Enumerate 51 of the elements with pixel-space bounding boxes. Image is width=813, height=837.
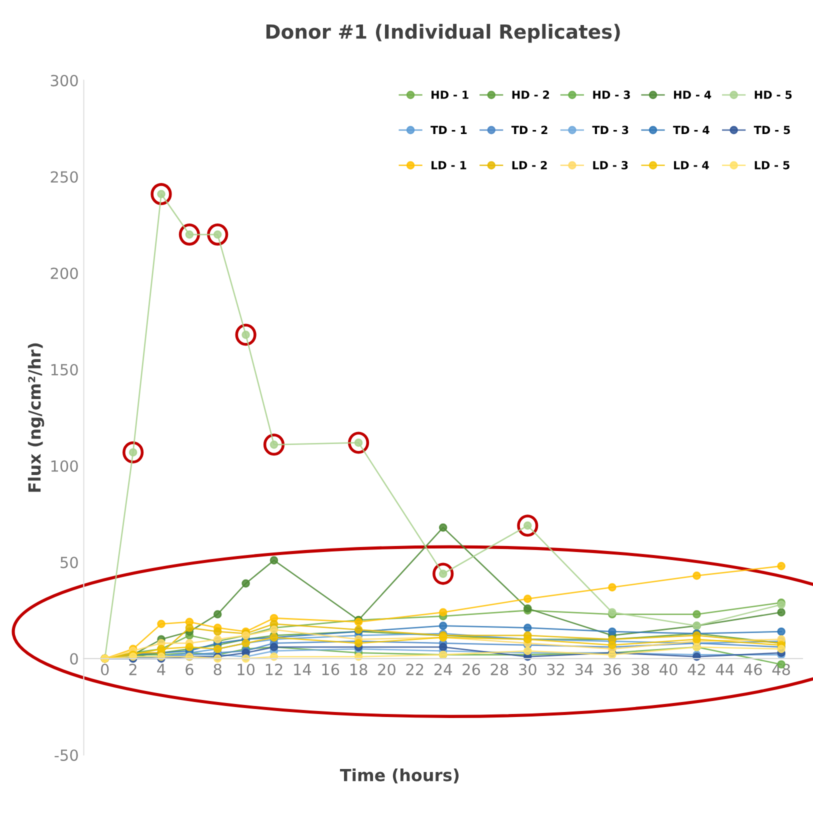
legend-label: HD - 4 bbox=[674, 90, 712, 99]
x-tick-label: 26 bbox=[462, 664, 480, 676]
x-tick-label: 38 bbox=[632, 664, 650, 676]
x-tick-label: 36 bbox=[604, 664, 621, 676]
legend-label: TD - 5 bbox=[754, 126, 790, 134]
x-tick-label: 2 bbox=[129, 664, 136, 676]
x-tick-label: 4 bbox=[157, 664, 166, 676]
x-tick-label: 48 bbox=[772, 664, 790, 676]
legend-label: HD - 2 bbox=[512, 90, 549, 99]
legend-label: HD - 5 bbox=[754, 90, 792, 99]
x-tick-label: 6 bbox=[186, 664, 194, 676]
x-tick-label: 8 bbox=[214, 664, 222, 676]
x-tick-label: 10 bbox=[238, 664, 255, 676]
x-tick-label: 18 bbox=[350, 664, 368, 676]
x-axis-title: Time (hours) bbox=[340, 768, 459, 784]
chart-title: Donor #1 (Individual Replicates) bbox=[266, 24, 620, 43]
x-tick-label: 32 bbox=[547, 664, 564, 676]
x-tick-label: 34 bbox=[575, 664, 593, 676]
y-axis-title: Flux (ng/cm²/hr) bbox=[28, 343, 44, 492]
x-tick-label: 16 bbox=[322, 664, 340, 676]
x-tick-label: 22 bbox=[406, 664, 424, 676]
x-tick-label: 44 bbox=[716, 664, 734, 676]
y-tick-label: -50 bbox=[54, 749, 78, 761]
y-tick-label: 200 bbox=[50, 268, 78, 280]
x-tick-label: 14 bbox=[294, 664, 312, 676]
x-tick-label: 28 bbox=[490, 664, 508, 676]
legend-label: LD - 4 bbox=[674, 161, 709, 170]
legend-label: HD - 1 bbox=[432, 90, 468, 99]
x-tick-label: 30 bbox=[519, 664, 536, 676]
x-tick-label: 20 bbox=[378, 664, 396, 676]
x-tick-label: 42 bbox=[688, 664, 705, 676]
legend-label: TD - 3 bbox=[592, 126, 628, 134]
y-tick-label: 150 bbox=[51, 364, 78, 376]
x-tick-label: 12 bbox=[266, 664, 282, 676]
legend-label: LD - 5 bbox=[754, 161, 790, 170]
y-tick-label: 0 bbox=[70, 653, 78, 665]
y-tick-label: 250 bbox=[50, 171, 78, 183]
legend-label: LD - 2 bbox=[512, 160, 547, 170]
legend-label: TD - 2 bbox=[511, 126, 548, 134]
x-tick-label: 0 bbox=[101, 664, 109, 676]
y-tick-label: 100 bbox=[51, 460, 78, 472]
legend-label: LD - 1 bbox=[432, 161, 466, 170]
legend-label: TD - 4 bbox=[673, 126, 710, 134]
legend-label: HD - 3 bbox=[593, 90, 630, 99]
x-tick-label: 24 bbox=[434, 664, 452, 676]
y-tick-label: 50 bbox=[60, 556, 78, 568]
legend-label: LD - 3 bbox=[593, 160, 628, 170]
y-tick-label: 300 bbox=[50, 74, 78, 86]
legend-label: TD - 1 bbox=[430, 126, 467, 134]
x-tick-label: 40 bbox=[660, 664, 678, 676]
x-tick-label: 46 bbox=[744, 664, 762, 676]
